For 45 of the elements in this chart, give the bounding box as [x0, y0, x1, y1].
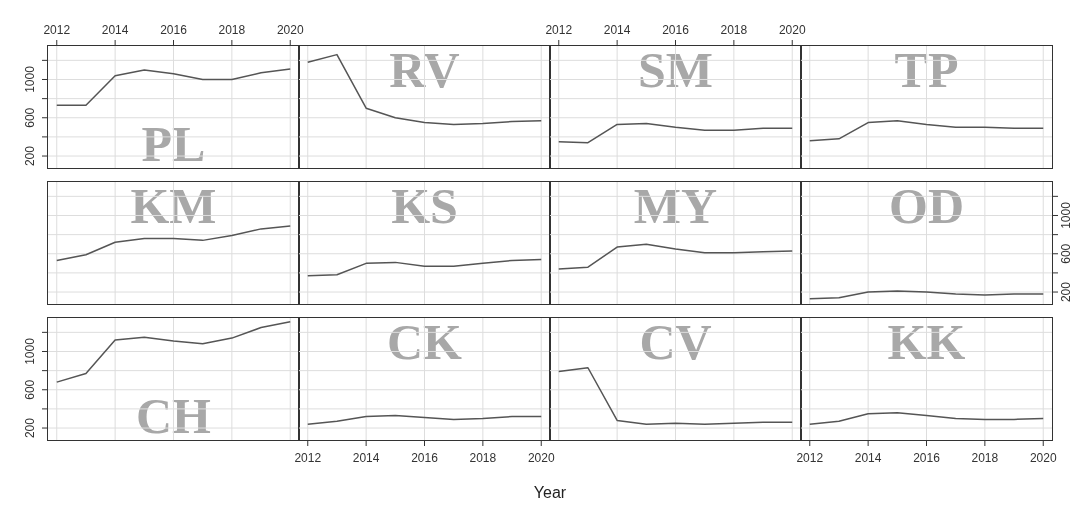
x-tick-label: 2020: [1029, 451, 1057, 465]
x-tick-label: 2012: [796, 451, 824, 465]
x-tick-label: 2014: [101, 23, 129, 37]
chart-title: KM: [129, 178, 218, 234]
x-tick-label: 2014: [352, 451, 380, 465]
line-series: [56, 321, 291, 383]
x-tick-label: 2020: [527, 451, 555, 465]
y-tick-label: 200: [23, 145, 37, 167]
x-axis-title: Year: [532, 484, 568, 502]
x-tick-label: 2018: [218, 23, 246, 37]
chart-title: CK: [386, 314, 463, 370]
y-tick-label: 1000: [23, 65, 37, 93]
x-tick-label: 2020: [276, 23, 304, 37]
chart-title: MY: [632, 178, 719, 234]
x-tick-label: 2012: [294, 451, 322, 465]
chart-title: TP: [893, 42, 960, 98]
chart-title: RV: [388, 42, 461, 98]
x-tick-label: 2012: [545, 23, 573, 37]
x-tick-label: 2016: [411, 451, 439, 465]
x-tick-label: 2016: [160, 23, 188, 37]
chart-title: KS: [390, 178, 459, 234]
chart-title: CV: [638, 314, 713, 370]
x-tick-label: 2014: [603, 23, 631, 37]
y-tick-label: 200: [23, 417, 37, 439]
x-tick-label: 2020: [778, 23, 806, 37]
x-tick-label: 2012: [43, 23, 71, 37]
y-tick-label: 1000: [1059, 201, 1073, 229]
y-tick-label: 600: [1059, 243, 1073, 264]
chart-title: OD: [888, 178, 965, 234]
chart-title: KK: [886, 314, 967, 370]
y-tick-label: 200: [1059, 281, 1073, 303]
x-tick-label: 2016: [662, 23, 690, 37]
line-series: [56, 68, 291, 107]
y-tick-label: 1000: [23, 337, 37, 365]
x-tick-label: 2018: [971, 451, 999, 465]
line-series: [809, 290, 1044, 300]
x-tick-label: 2014: [854, 451, 882, 465]
text: CH: [135, 388, 212, 444]
y-tick-label: 600: [23, 379, 37, 400]
x-tick-label: 2016: [913, 451, 941, 465]
y-tick-label: 600: [23, 107, 37, 128]
x-tick-label: 2018: [720, 23, 748, 37]
x-tick-label: 2018: [469, 451, 497, 465]
text: PL: [140, 116, 207, 172]
chart-title: SM: [637, 42, 714, 98]
